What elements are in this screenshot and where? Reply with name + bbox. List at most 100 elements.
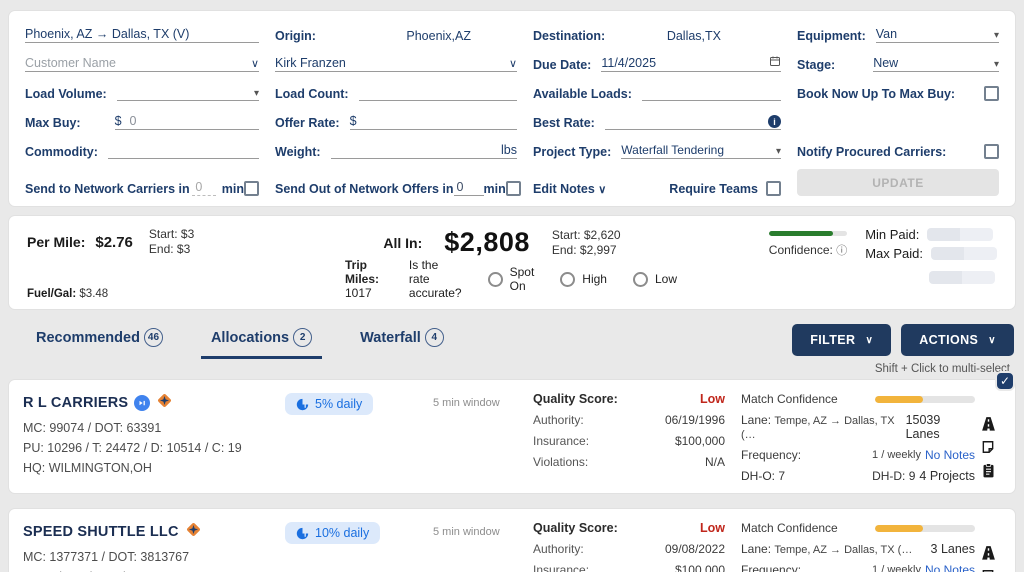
frequency-value: 1 / weekly (872, 449, 921, 461)
confidence-meter: Confidence: ⓘ (768, 227, 848, 300)
customer-select[interactable]: Customer Name ∨ (25, 54, 259, 72)
offer-rate-input[interactable]: $ (349, 112, 517, 130)
radio-low[interactable]: Low (632, 271, 677, 287)
available-loads-input[interactable] (641, 83, 781, 101)
carrier-mc-dot: MC: 99074 / DOT: 63391 (23, 421, 162, 435)
clipboard-icon[interactable] (982, 463, 995, 478)
book-now-checkbox[interactable] (984, 86, 999, 101)
rep-select[interactable]: Kirk Franzen ∨ (275, 56, 517, 72)
frequency-value: 1 / weekly (872, 564, 921, 572)
info-icon[interactable]: ⓘ (836, 245, 848, 257)
offer-window: 5 min window (433, 397, 500, 409)
carrier-name[interactable]: SPEED SHUTTLE LLC (23, 524, 179, 540)
chevron-down-icon: ∨ (865, 334, 874, 346)
edit-notes-button[interactable]: Edit Notes ∨ (533, 182, 607, 196)
quality-score-value: Low (700, 392, 725, 406)
lane-select[interactable]: Phoenix, AZ → Dallas, TX (V) (25, 25, 259, 43)
stage-select[interactable]: New ▾ (873, 56, 999, 72)
carrier-stats: PU: 1 / T: 1 / D: 1 / C: 2 (23, 570, 285, 572)
road-icon[interactable] (980, 545, 997, 560)
notify-checkbox[interactable] (984, 144, 999, 159)
update-button[interactable]: UPDATE (797, 169, 999, 196)
project-type-label: Project Type: (533, 145, 612, 159)
tab-recommended[interactable]: Recommended 46 (26, 324, 173, 356)
highway-icon (134, 395, 151, 411)
destination-value: Dallas,TX (666, 29, 721, 43)
available-loads-label: Available Loads: (533, 87, 632, 101)
min-paid-skeleton (927, 228, 994, 241)
quality-score-label: Quality Score: (533, 521, 618, 535)
require-teams-checkbox[interactable] (766, 181, 781, 196)
authority-date: 06/19/1996 (664, 413, 725, 427)
lane-value: Tempe, AZ → Dallas, TX (… (774, 544, 913, 556)
match-confidence-bar (875, 395, 975, 403)
offer-rate-label: Offer Rate: (275, 116, 340, 130)
chevron-down-icon: ▾ (993, 30, 999, 41)
send-network-checkbox[interactable] (244, 181, 259, 196)
diamond-badge-icon (156, 392, 173, 414)
calendar-icon[interactable] (769, 55, 781, 70)
all-in-range: Start: $2,620 End: $2,997 (551, 227, 621, 257)
carrier-name[interactable]: R L CARRIERS (23, 395, 129, 411)
send-network-minutes-input[interactable]: 0 (192, 180, 217, 196)
load-count-label: Load Count: (275, 87, 349, 101)
quality-score-label: Quality Score: (533, 392, 618, 406)
tab-waterfall[interactable]: Waterfall 4 (350, 324, 454, 356)
radio-icon (560, 271, 576, 287)
tab-count-badge: 4 (424, 328, 444, 347)
actions-button[interactable]: ACTIONS ∨ (901, 324, 1014, 356)
carrier-row[interactable]: SPEED SHUTTLE LLC MC: 1377371 / DOT: 381… (8, 508, 1016, 572)
all-in-label: All In: (383, 234, 423, 251)
equipment-select[interactable]: Van ▾ (875, 27, 999, 43)
per-mile-value: $2.76 (95, 233, 133, 251)
authority-date: 09/08/2022 (664, 542, 725, 556)
rate-accuracy-question: Is the rate accurate? (408, 258, 462, 300)
origin-value: Phoenix,AZ (406, 29, 471, 43)
note-icon[interactable] (981, 569, 995, 572)
pie-chart-icon (296, 526, 309, 539)
diamond-badge-icon (185, 521, 202, 543)
send-out-minutes-input[interactable]: 0 (453, 180, 484, 196)
fuel-per-gal: Fuel/Gal: $3.48 (27, 288, 109, 300)
lanes-count: 3 Lanes (930, 542, 975, 556)
carrier-mc-dot: MC: 1377371 / DOT: 3813767 (23, 550, 190, 564)
project-type-select[interactable]: Waterfall Tendering ▾ (621, 143, 781, 159)
selected-check-icon[interactable]: ✓ (995, 371, 1015, 391)
offer-window: 5 min window (433, 526, 500, 538)
radio-high[interactable]: High (560, 271, 607, 287)
carrier-stats: PU: 10296 / T: 24472 / D: 10514 / C: 19 (23, 441, 242, 455)
chevron-down-icon: ▾ (993, 59, 999, 70)
paid-skeleton (929, 271, 996, 284)
origin-label: Origin: (275, 29, 316, 43)
stage-label: Stage: (797, 58, 836, 72)
send-out-checkbox[interactable] (505, 181, 521, 196)
min-paid-label: Min Paid: (865, 227, 920, 242)
customer-placeholder: Customer Name (25, 56, 116, 70)
commodity-label: Commodity: (25, 145, 98, 159)
weight-unit: lbs (501, 143, 517, 157)
carrier-row[interactable]: ✓ R L CARRIERS MC: 99074 / DOT: 63391 PU… (8, 371, 1016, 494)
road-icon[interactable] (980, 416, 997, 431)
filter-button[interactable]: FILTER ∨ (792, 324, 892, 356)
match-confidence-label: Match Confidence (741, 392, 838, 406)
load-count-input[interactable] (358, 83, 517, 101)
equipment-label: Equipment: (797, 29, 866, 43)
max-paid-label: Max Paid: (865, 246, 923, 261)
info-icon[interactable]: i (768, 115, 781, 128)
radio-spot-on[interactable]: Spot On (487, 265, 534, 293)
notes-link[interactable]: No Notes (924, 563, 975, 572)
tab-allocations[interactable]: Allocations 2 (200, 324, 323, 359)
weight-input[interactable]: lbs (330, 141, 517, 159)
chevron-down-icon: ∨ (508, 58, 517, 70)
max-buy-input[interactable]: $0 (114, 112, 259, 130)
due-date-input[interactable]: 11/4/2025 (601, 54, 781, 72)
note-icon[interactable] (981, 440, 995, 454)
rate-summary-bar: Per Mile: $2.76 Start: $3 End: $3 Fuel/Ga… (8, 215, 1016, 310)
chevron-down-icon: ∨ (988, 334, 996, 346)
notify-label: Notify Procured Carriers: (797, 145, 947, 159)
load-details-panel: Phoenix, AZ → Dallas, TX (V) Origin: Phoe… (8, 10, 1016, 207)
tab-count-badge: 2 (293, 328, 313, 347)
load-volume-select[interactable]: ▾ (116, 83, 259, 101)
notes-link[interactable]: No Notes (924, 448, 975, 462)
commodity-input[interactable] (107, 141, 259, 159)
